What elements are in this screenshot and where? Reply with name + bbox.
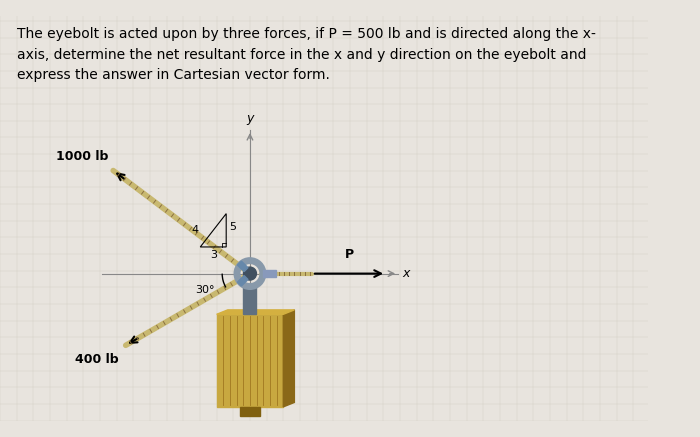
Polygon shape	[216, 310, 295, 314]
Circle shape	[244, 267, 256, 280]
Polygon shape	[284, 310, 295, 407]
Text: 4: 4	[191, 225, 198, 235]
Text: 5: 5	[229, 222, 236, 232]
Bar	[263, 270, 276, 277]
Text: 3: 3	[210, 250, 217, 260]
Text: P: P	[344, 248, 354, 260]
Text: 1000 lb: 1000 lb	[56, 150, 108, 163]
Text: 30°: 30°	[195, 285, 215, 295]
Text: x: x	[402, 267, 410, 280]
Text: 400 lb: 400 lb	[75, 353, 118, 366]
Text: axis, determine the net resultant force in the x and y direction on the eyebolt : axis, determine the net resultant force …	[17, 48, 586, 62]
Text: y: y	[246, 112, 253, 125]
Text: The eyebolt is acted upon by three forces, if P = 500 lb and is directed along t: The eyebolt is acted upon by three force…	[17, 28, 596, 42]
Bar	[244, 287, 256, 314]
Bar	[240, 407, 260, 416]
Bar	[237, 261, 248, 272]
Text: express the answer in Cartesian vector form.: express the answer in Cartesian vector f…	[17, 68, 330, 82]
Bar	[216, 314, 284, 407]
Bar	[237, 276, 248, 286]
